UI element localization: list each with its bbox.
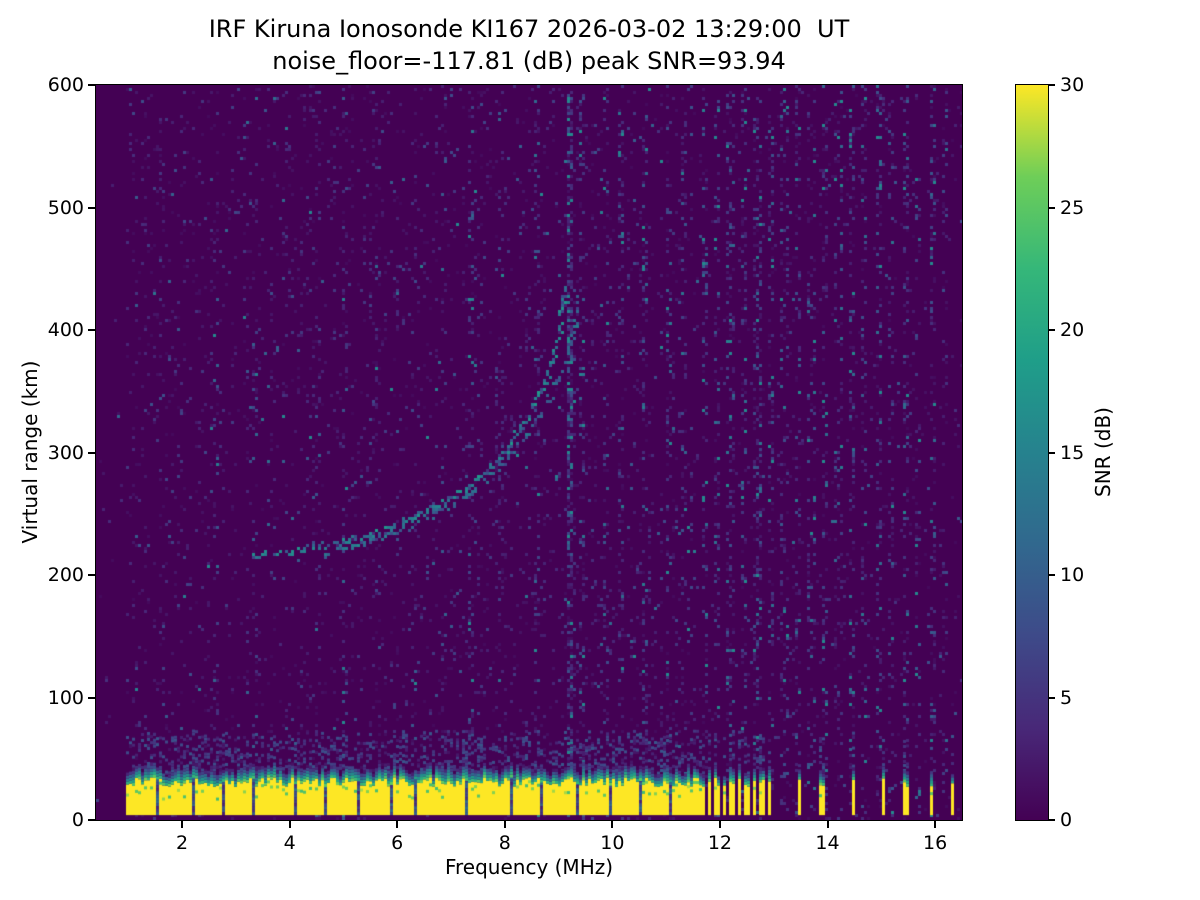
colorbar-tick-label: 5 [1060,686,1073,709]
colorbar [1015,84,1049,821]
x-tick-mark [611,821,614,828]
y-tick-mark [88,574,95,576]
colorbar-tick-label: 15 [1060,441,1085,464]
y-tick-label: 500 [47,196,84,219]
x-tick-mark [288,821,291,828]
y-tick-mark [88,451,95,454]
colorbar-tick-mark [1049,206,1055,209]
x-tick-mark [934,821,937,828]
ionogram-heatmap [96,85,962,820]
y-tick-label: 200 [47,564,84,586]
y-tick-mark [88,206,95,209]
y-tick-label: 400 [47,319,84,341]
x-tick-label: 16 [923,832,948,854]
x-tick-label: 8 [498,832,511,854]
x-tick-mark [718,821,721,828]
x-tick-mark [396,821,399,828]
x-tick-mark [181,821,184,828]
colorbar-tick-mark [1049,574,1055,576]
y-tick-label: 100 [47,686,84,709]
colorbar-tick-mark [1049,84,1055,86]
y-tick-mark [88,329,95,331]
plot-area [95,84,963,821]
colorbar-tick-mark [1049,819,1055,821]
y-tick-label: 0 [71,809,84,831]
x-tick-label: 2 [176,832,189,854]
colorbar-tick-label: 10 [1060,564,1085,586]
x-tick-label: 10 [600,832,625,854]
colorbar-tick-mark [1049,451,1055,454]
colorbar-tick-label: 25 [1060,196,1085,219]
y-tick-mark [88,696,95,699]
x-tick-mark [503,821,506,828]
x-tick-label: 4 [283,832,296,854]
x-tick-label: 14 [815,832,840,854]
colorbar-tick-mark [1049,696,1055,699]
x-tick-mark [826,821,829,828]
y-tick-label: 600 [47,74,84,96]
colorbar-tick-label: 30 [1060,74,1085,96]
chart-subtitle: noise_floor=-117.81 (dB) peak SNR=93.94 [272,47,786,75]
y-tick-mark [88,84,95,86]
colorbar-label: SNR (dB) [1091,407,1115,497]
colorbar-tick-label: 0 [1060,809,1073,831]
chart-title: IRF Kiruna Ionosonde KI167 2026-03-02 13… [208,15,850,43]
x-tick-label: 12 [707,832,733,854]
y-tick-mark [88,819,95,821]
x-axis-label: Frequency (MHz) [444,855,614,879]
colorbar-tick-label: 20 [1060,319,1085,341]
x-tick-label: 6 [391,832,404,854]
y-tick-label: 300 [47,441,84,464]
colorbar-tick-mark [1049,329,1055,331]
